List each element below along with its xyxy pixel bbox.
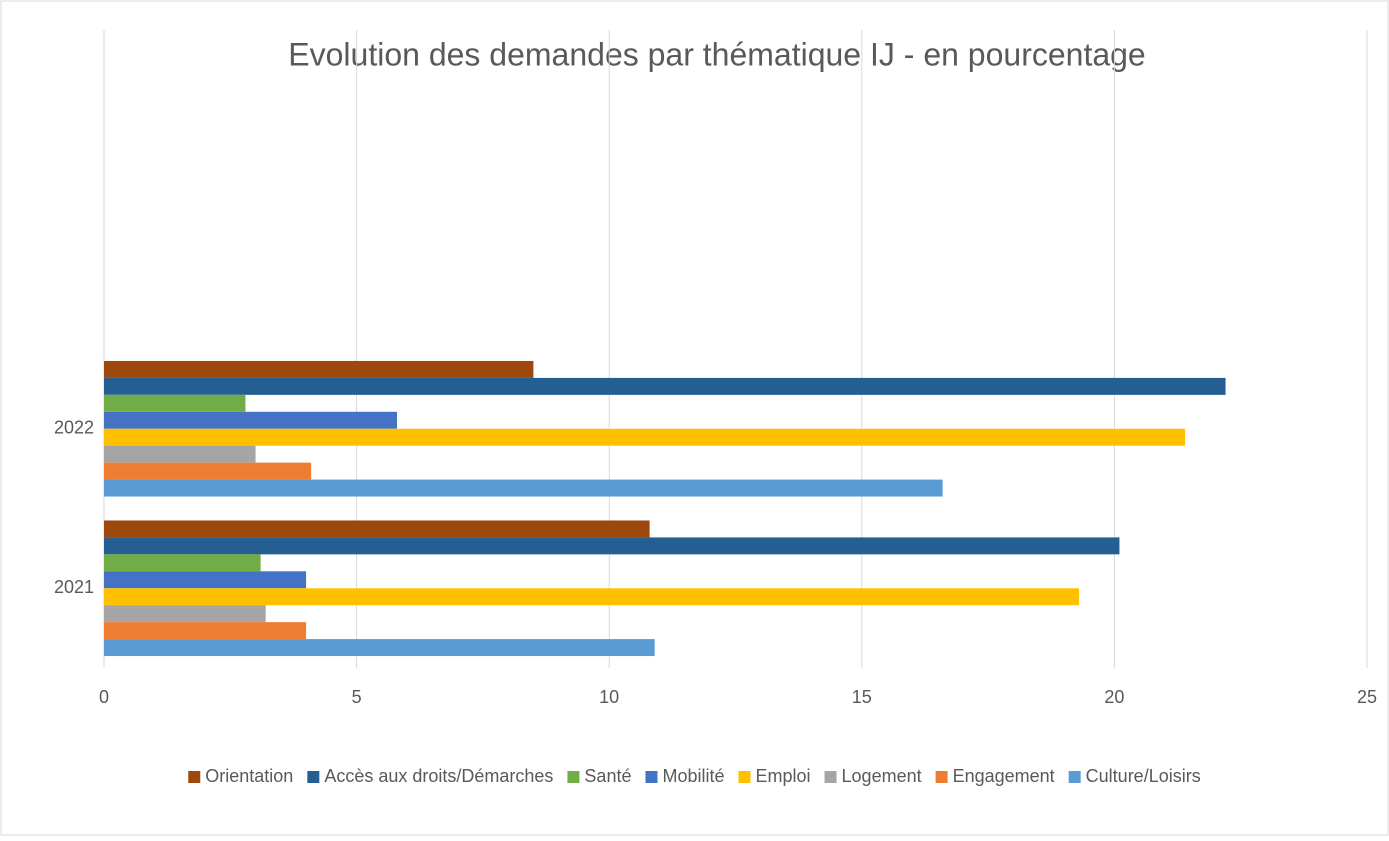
bar <box>104 554 261 572</box>
x-tick-label: 10 <box>599 687 619 707</box>
bar <box>104 537 1120 555</box>
bar <box>104 428 1186 446</box>
chart-title: Evolution des demandes par thématique IJ… <box>288 36 1145 72</box>
bar <box>104 394 246 412</box>
legend-swatch <box>307 771 320 783</box>
legend-label: Emploi <box>756 766 811 786</box>
x-tick-label: 25 <box>1357 687 1377 707</box>
legend-label: Mobilité <box>662 766 724 786</box>
legend-label: Accès aux droits/Démarches <box>324 766 553 786</box>
y-tick-label: 2022 <box>54 418 94 438</box>
bar <box>104 622 307 640</box>
legend-label: Engagement <box>953 766 1055 786</box>
legend-swatch <box>824 771 837 783</box>
bar <box>104 360 534 378</box>
bar <box>104 377 1226 395</box>
bar <box>104 605 266 623</box>
legend-swatch <box>188 771 201 783</box>
bar <box>104 588 1080 606</box>
bar <box>104 462 312 480</box>
legend-label: Logement <box>842 766 922 786</box>
x-tick-label: 15 <box>852 687 872 707</box>
legend-swatch <box>645 771 658 783</box>
legend-label: Culture/Loisirs <box>1086 766 1201 786</box>
bar <box>104 411 398 429</box>
bar <box>104 571 307 589</box>
x-tick-label: 0 <box>99 687 109 707</box>
bar <box>104 445 256 463</box>
x-tick-label: 20 <box>1104 687 1124 707</box>
bar <box>104 479 943 497</box>
legend-label: Santé <box>584 766 631 786</box>
x-tick-label: 5 <box>352 687 362 707</box>
legend-swatch <box>935 771 948 783</box>
legend-swatch <box>738 771 751 783</box>
bar <box>104 639 655 657</box>
legend-swatch <box>1068 771 1081 783</box>
legend-swatch <box>567 771 580 783</box>
y-tick-label: 2021 <box>54 577 94 597</box>
legend-label: Orientation <box>205 766 293 786</box>
bar <box>104 520 650 538</box>
